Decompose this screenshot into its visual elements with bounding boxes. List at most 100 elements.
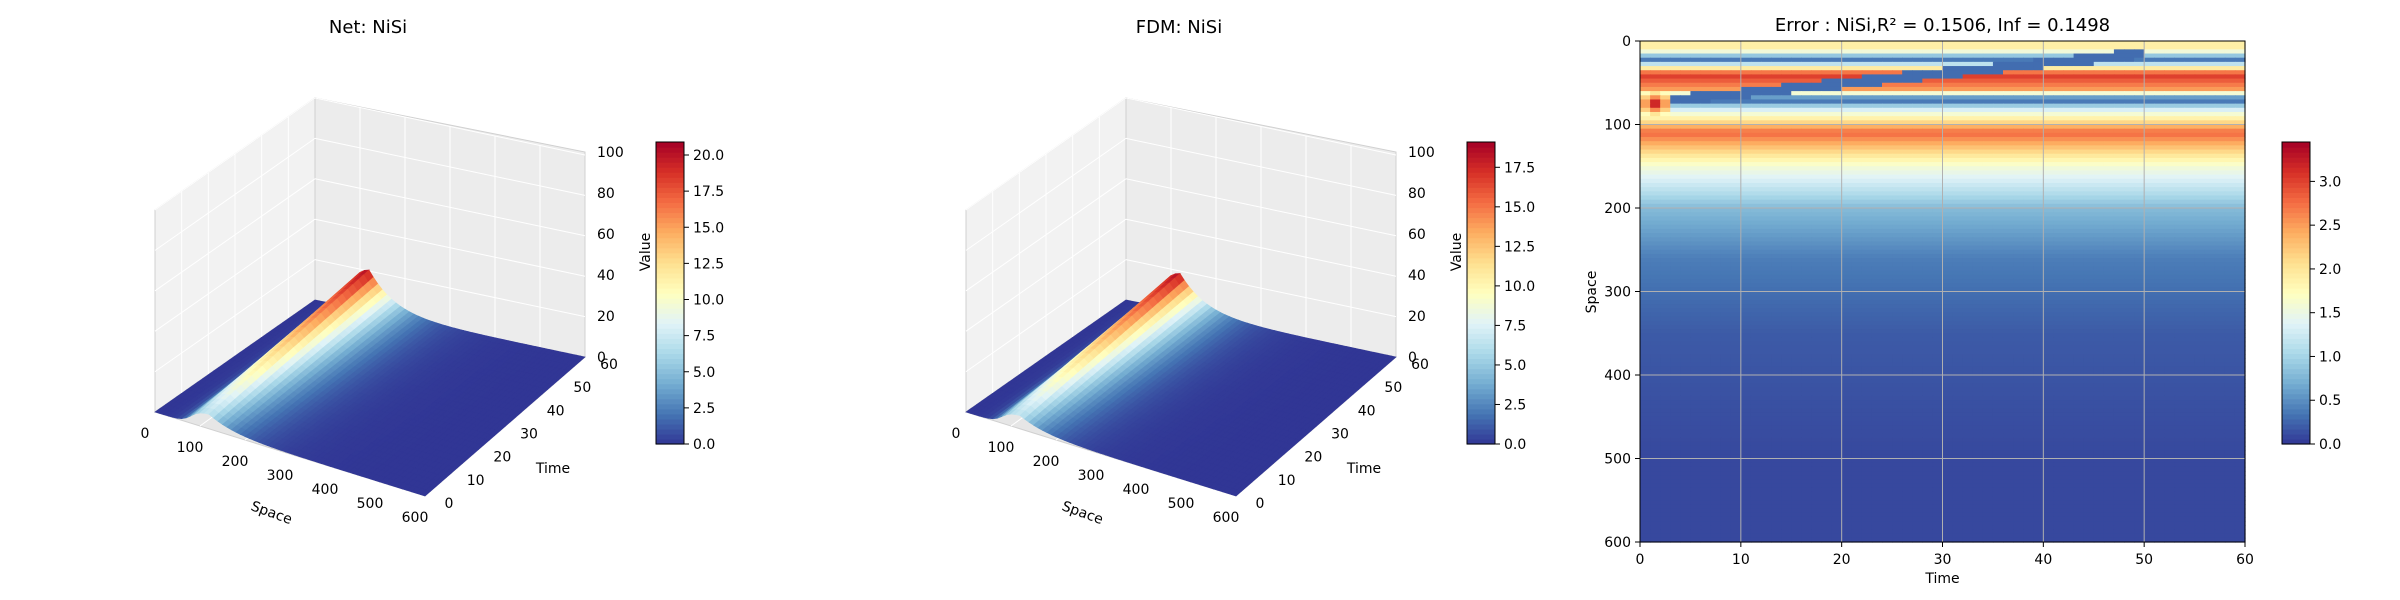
heatmap-cell [1720, 41, 1732, 46]
heatmap-cell [2023, 111, 2034, 117]
heatmap-cell [1932, 82, 1944, 88]
heatmap-cell [2113, 95, 2125, 101]
heatmap-cell [2214, 86, 2226, 92]
heatmap-cell [2214, 95, 2226, 101]
heatmap-cell [1831, 99, 1843, 105]
heatmap-cell [2093, 82, 2105, 88]
colorbar-segment [1467, 348, 1495, 354]
heatmap-cell [1831, 111, 1843, 117]
heatmap-cell [1811, 116, 1823, 121]
heatmap-cell [1831, 82, 1843, 88]
heatmap-cell [2154, 86, 2165, 92]
z-tick-label: 20 [597, 309, 615, 325]
heatmap-cell [1720, 78, 1732, 84]
heatmap-cell [2204, 49, 2216, 55]
heatmap-cell [1640, 57, 1651, 63]
heatmap-cell [1710, 74, 1722, 80]
heatmap-cell [1932, 41, 1944, 46]
heatmap-cell [1710, 116, 1722, 121]
surface-panel: 0100200300400500600010203040506002040608… [141, 17, 725, 528]
heatmap-cell [1962, 49, 1974, 55]
heatmap-cell [1912, 91, 1923, 96]
heatmap-cell [1892, 57, 1903, 63]
heatmap-cell [1982, 53, 1994, 59]
colorbar-segment [656, 388, 684, 395]
heatmap-cell [1811, 78, 1823, 84]
heatmap-cell [1750, 74, 1762, 80]
heatmap-cell [1871, 78, 1883, 84]
heatmap-cell [1871, 95, 1883, 101]
colorbar-segment [1467, 192, 1495, 198]
x-tick-label: 200 [222, 454, 249, 470]
heatmap-cell [2103, 49, 2115, 55]
heatmap-cell [1861, 53, 1873, 59]
heatmap-cell [2003, 74, 2014, 80]
heatmap-cell [2013, 78, 2024, 84]
heatmap-cell [1690, 61, 1702, 67]
heatmap-cell [1841, 61, 1853, 67]
heatmap-cell [1821, 61, 1833, 67]
heatmap-cell [1771, 116, 1782, 121]
heatmap-cell [1720, 111, 1732, 117]
heatmap-cell [2154, 66, 2165, 71]
heatmap-cell [1912, 95, 1923, 101]
heatmap-cell [2154, 57, 2165, 63]
heatmap-cell [2124, 41, 2135, 46]
heatmap-cell [1821, 78, 1833, 84]
heatmap-cell [1992, 61, 2004, 67]
heatmap-cell [2043, 70, 2055, 75]
colorbar-segment [1467, 242, 1495, 249]
heatmap-cell [2073, 86, 2085, 92]
colorbar-segment [656, 338, 684, 344]
heatmap-cell [1932, 99, 1944, 105]
heatmap-cell [1680, 45, 1692, 50]
heatmap-cell [1892, 66, 1903, 71]
heatmap-cell [1821, 70, 1833, 75]
heatmap-cell [2124, 49, 2135, 55]
heatmap-cell [2214, 111, 2226, 117]
heatmap-cell [1650, 78, 1661, 84]
heatmap-cell [1841, 111, 1853, 117]
heatmap-cell [2113, 57, 2125, 63]
colorbar-segment [1467, 408, 1495, 415]
heatmap-cell [2154, 103, 2165, 109]
heatmap-cell [1650, 61, 1661, 67]
colorbar-segment [1467, 287, 1495, 294]
colorbar-tick-label: 2.5 [693, 401, 715, 417]
heatmap-cell [1660, 70, 1671, 75]
heatmap-cell [1861, 74, 1873, 80]
heatmap-cell [1972, 91, 1984, 96]
colorbar-segment [1467, 368, 1495, 375]
heatmap-cell [1871, 57, 1883, 63]
colorbar-segment [1467, 358, 1495, 365]
heatmap-cell [2214, 70, 2226, 75]
heatmap-cell [1972, 107, 1984, 113]
colorbar-segment [656, 333, 684, 339]
heatmap-cell [1882, 66, 1893, 71]
colorbar-segment [1467, 162, 1495, 168]
heatmap-cell [2214, 57, 2226, 63]
heatmap-cell [1680, 86, 1692, 92]
heatmap-cell [2063, 107, 2075, 113]
heatmap-cell [1851, 70, 1863, 75]
heatmap-cell [1761, 78, 1772, 84]
x-tick-label: 600 [1213, 510, 1240, 526]
colorbar-segment [1467, 172, 1495, 178]
heatmap-cell [1650, 82, 1661, 88]
heatmap-cell [1761, 74, 1772, 80]
heatmap-cell [1781, 116, 1792, 121]
heatmap-cell [2164, 41, 2176, 46]
heatmap-cell [2134, 49, 2145, 55]
heatmap-cell [2234, 41, 2246, 46]
colorbar-segment [1467, 247, 1495, 254]
heatmap-cell [1841, 82, 1853, 88]
heatmap-cell [1952, 86, 1964, 92]
heatmap-cell [1882, 95, 1893, 101]
heatmap-cell [1922, 111, 1934, 117]
heatmap-cell [1871, 49, 1883, 55]
heatmap-cell [1740, 91, 1752, 96]
heatmap-cell [1972, 95, 1984, 101]
heatmap-cell [2093, 91, 2105, 96]
heatmap-cell [2164, 53, 2176, 59]
heatmap-cell [2214, 103, 2226, 109]
